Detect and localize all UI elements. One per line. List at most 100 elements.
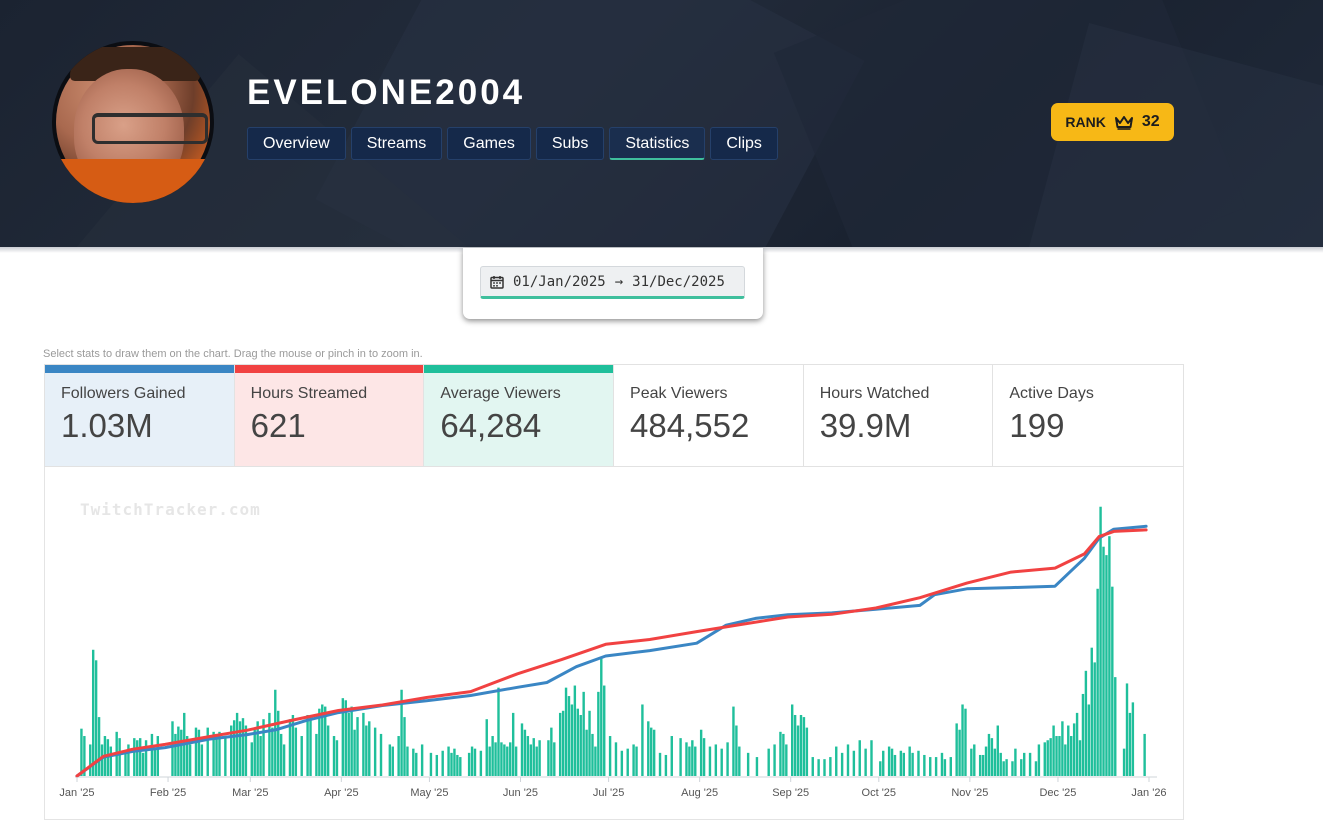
chart-bar[interactable] [294, 727, 298, 776]
chart-bar[interactable] [379, 733, 383, 776]
chart-bar[interactable] [738, 746, 741, 776]
chart-bar[interactable] [802, 717, 806, 776]
chart-bar[interactable] [420, 744, 424, 776]
chart-bar[interactable] [453, 748, 456, 776]
tab-overview[interactable]: Overview [247, 127, 346, 160]
chart-bar[interactable] [585, 729, 588, 776]
chart-bar[interactable] [373, 727, 377, 776]
chart-bar[interactable] [594, 746, 597, 776]
chart-bar[interactable] [1037, 744, 1041, 776]
chart-bar[interactable] [238, 721, 242, 776]
chart-bar[interactable] [614, 742, 618, 776]
chart-bar[interactable] [83, 736, 86, 776]
chart-bar[interactable] [141, 752, 145, 776]
chart-bar[interactable] [94, 660, 98, 776]
chart-bar[interactable] [870, 740, 873, 776]
chart-bar[interactable] [864, 748, 867, 776]
chart-bar[interactable] [1067, 725, 1070, 776]
chart-bar[interactable] [943, 759, 947, 776]
chart-bar[interactable] [250, 742, 253, 776]
rank-badge[interactable]: RANK 32 [1051, 103, 1174, 141]
chart-bar[interactable] [817, 759, 820, 776]
chart-bar[interactable] [277, 710, 280, 776]
chart-bar[interactable] [597, 691, 600, 776]
chart-bar[interactable] [793, 714, 797, 776]
chart-bar[interactable] [326, 725, 330, 776]
chart-bar[interactable] [852, 750, 856, 776]
chart-bar[interactable] [1131, 702, 1135, 776]
chart-bar[interactable] [479, 750, 483, 776]
chart-bar[interactable] [97, 717, 101, 776]
chart-bar[interactable] [532, 738, 535, 776]
chart-bar[interactable] [1078, 740, 1082, 776]
chart-bar[interactable] [603, 685, 606, 776]
chart-bar[interactable] [400, 689, 403, 776]
stat-peak-viewers[interactable]: Peak Viewers 484,552 [614, 365, 804, 466]
chart-bar[interactable] [911, 752, 914, 776]
chart-bar[interactable] [138, 738, 142, 776]
tab-streams[interactable]: Streams [350, 127, 443, 160]
chart-bar[interactable] [1125, 683, 1129, 776]
chart-bar[interactable] [984, 746, 988, 776]
chart-bar[interactable] [494, 742, 497, 776]
chart-bar[interactable] [1049, 738, 1052, 776]
chart-bar[interactable] [100, 744, 104, 776]
chart-bar[interactable] [579, 714, 582, 776]
chart-bar[interactable] [1020, 759, 1023, 776]
chart-bar[interactable] [553, 742, 556, 776]
chart-bar[interactable] [282, 744, 286, 776]
chart-bar[interactable] [1061, 721, 1064, 776]
chart-bar[interactable] [224, 738, 227, 776]
chart-bar[interactable] [535, 746, 538, 776]
chart-bar[interactable] [341, 698, 345, 776]
chart-bar[interactable] [368, 721, 371, 776]
stat-hours-watched[interactable]: Hours Watched 39.9M [803, 365, 994, 466]
chart-bar[interactable] [1087, 704, 1091, 776]
chart-bar[interactable] [520, 723, 524, 776]
chart-bar[interactable] [608, 736, 612, 776]
chart-bar[interactable] [271, 727, 274, 776]
chart-bar[interactable] [1081, 693, 1085, 776]
chart-bar[interactable] [550, 727, 553, 776]
chart-bar[interactable] [1143, 733, 1146, 776]
chart-bar[interactable] [212, 731, 215, 776]
chart-bar[interactable] [397, 736, 400, 776]
chart-bar[interactable] [990, 738, 994, 776]
chart-bar[interactable] [899, 750, 903, 776]
chart-bar[interactable] [1043, 742, 1046, 776]
chart-bar[interactable] [902, 752, 906, 776]
chart-bar[interactable] [1114, 677, 1117, 776]
chart-bar[interactable] [964, 708, 967, 776]
chart-bar[interactable] [403, 717, 406, 776]
chart-bar[interactable] [923, 754, 926, 776]
chart-bar[interactable] [324, 706, 327, 776]
chart-bar[interactable] [958, 729, 961, 776]
chart-bar[interactable] [259, 736, 262, 776]
chart-bar[interactable] [940, 752, 944, 776]
chart-bar[interactable] [840, 752, 844, 776]
chart-bar[interactable] [1005, 759, 1008, 776]
chart-bar[interactable] [1102, 546, 1105, 776]
chart-bar[interactable] [447, 746, 450, 776]
tab-games[interactable]: Games [447, 127, 531, 160]
chart-bar[interactable] [197, 729, 201, 776]
chart-bar[interactable] [835, 746, 838, 776]
chart-bar[interactable] [558, 712, 562, 776]
chart-bar[interactable] [746, 752, 750, 776]
chart-bar[interactable] [241, 718, 245, 776]
chart-bar[interactable] [949, 757, 952, 776]
chart-bar[interactable] [1111, 586, 1114, 776]
chart-bar[interactable] [91, 649, 95, 776]
chart-bar[interactable] [1108, 536, 1111, 776]
chart-bar[interactable] [315, 733, 318, 776]
chart-bar[interactable] [570, 704, 574, 776]
chart-bar[interactable] [591, 733, 594, 776]
chart-bar[interactable] [908, 746, 911, 776]
chart-bar[interactable] [732, 706, 735, 776]
chart-bar[interactable] [109, 746, 113, 776]
chart-bar[interactable] [882, 750, 885, 776]
stat-active-days[interactable]: Active Days 199 [993, 365, 1184, 466]
stat-followers-gained[interactable]: Followers Gained 1.03M [45, 365, 235, 466]
chart-bar[interactable] [347, 712, 350, 776]
chart-bar[interactable] [200, 744, 204, 776]
